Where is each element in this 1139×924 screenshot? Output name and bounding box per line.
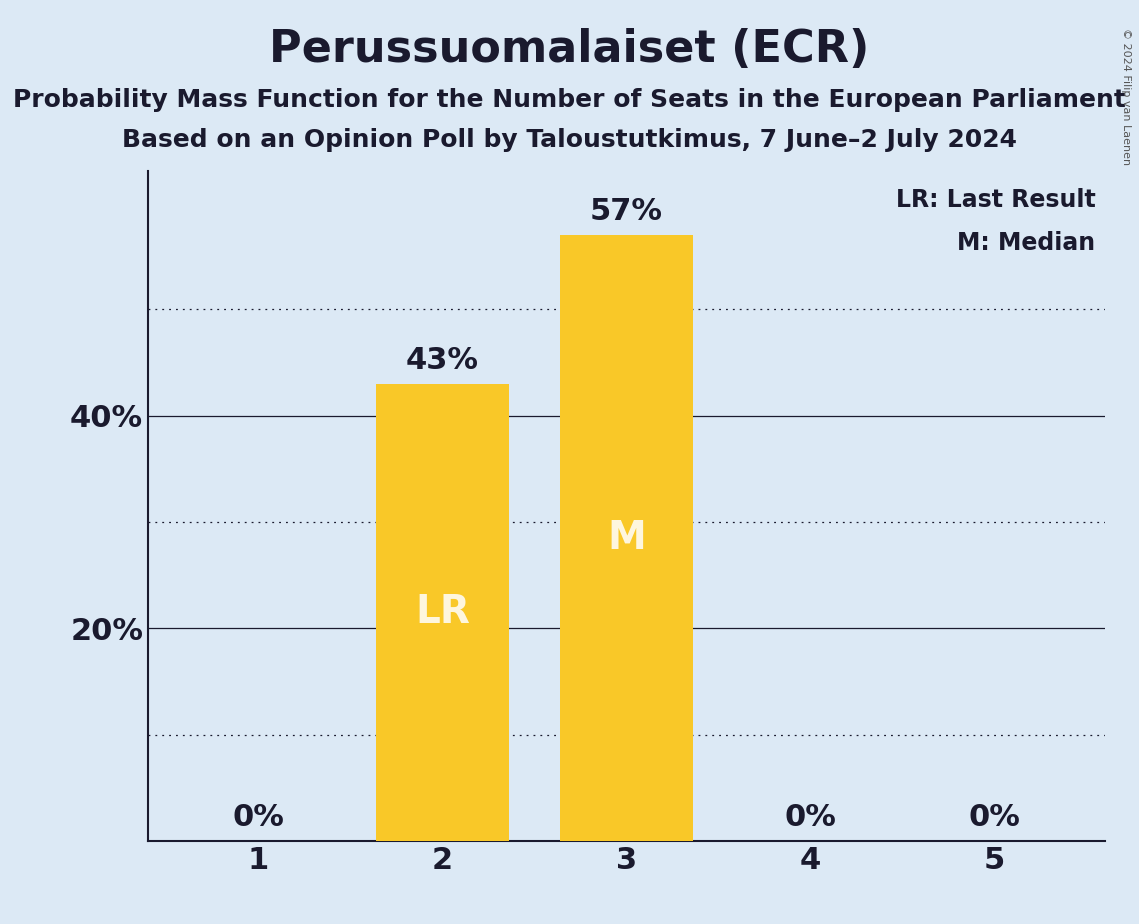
Text: LR: LR	[415, 593, 470, 631]
Text: 0%: 0%	[968, 803, 1021, 833]
Bar	[560, 235, 693, 841]
Bar	[376, 383, 509, 841]
Text: © 2024 Filip van Laenen: © 2024 Filip van Laenen	[1121, 28, 1131, 164]
Text: 0%: 0%	[232, 803, 285, 833]
Text: LR: Last Result
M: Median: LR: Last Result M: Median	[895, 188, 1096, 255]
Text: 0%: 0%	[785, 803, 836, 833]
Text: Based on an Opinion Poll by Taloustutkimus, 7 June–2 July 2024: Based on an Opinion Poll by Taloustutkim…	[122, 128, 1017, 152]
Text: Probability Mass Function for the Number of Seats in the European Parliament: Probability Mass Function for the Number…	[13, 88, 1126, 112]
Text: 43%: 43%	[405, 346, 480, 375]
Text: 57%: 57%	[590, 197, 663, 226]
Text: M: M	[607, 518, 646, 557]
Text: Perussuomalaiset (ECR): Perussuomalaiset (ECR)	[269, 28, 870, 71]
